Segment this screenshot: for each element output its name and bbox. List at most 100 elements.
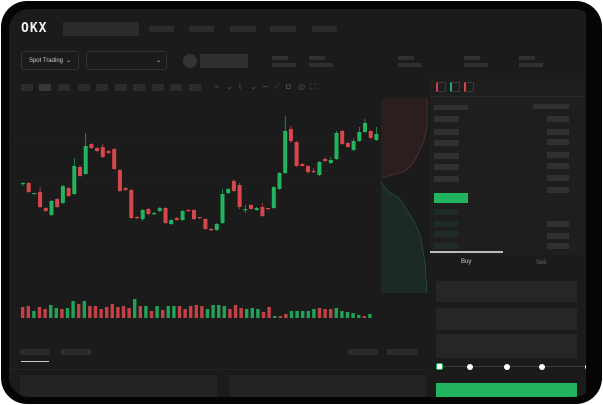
nav-item[interactable] <box>189 26 214 32</box>
timeframe-button[interactable] <box>133 84 145 91</box>
tab-order-history[interactable] <box>61 349 91 355</box>
timeframe-button[interactable] <box>78 84 90 91</box>
candle-body <box>334 133 339 159</box>
slider-track[interactable] <box>440 366 588 367</box>
slider-handle[interactable] <box>436 363 443 370</box>
candle-body <box>129 190 134 218</box>
candle-body <box>32 193 37 195</box>
volume-bar <box>21 307 25 318</box>
candle-body <box>311 171 316 173</box>
camera-icon[interactable]: ◘ <box>286 82 291 91</box>
volume-bar <box>155 306 159 318</box>
ask-amount <box>547 175 569 181</box>
bid-amount <box>547 233 569 239</box>
fullscreen-icon[interactable]: ⛶ <box>310 82 316 91</box>
volume-bar <box>133 299 137 318</box>
candle-body <box>231 181 236 191</box>
candle-body <box>220 194 225 223</box>
candle-body <box>260 207 265 216</box>
candle-body <box>203 219 208 229</box>
orderbook-both-icon[interactable] <box>436 82 446 92</box>
volume-bar <box>368 314 372 318</box>
chevron-down-icon[interactable]: ⌄ <box>226 82 233 91</box>
bid-price <box>434 209 458 215</box>
candle-body <box>83 146 88 174</box>
volume-bar <box>144 306 148 318</box>
candle-body <box>266 208 271 210</box>
nav-item[interactable] <box>230 26 256 32</box>
candlestick-chart[interactable] <box>9 95 429 335</box>
filter-button[interactable] <box>387 349 417 355</box>
search-bar[interactable] <box>63 22 139 36</box>
slider-stop-50[interactable] <box>504 364 510 370</box>
orderbook-bids-icon[interactable] <box>450 82 460 92</box>
active-tab-underline <box>21 361 49 362</box>
orderbook-asks-icon[interactable] <box>464 82 474 92</box>
timeframe-button[interactable] <box>21 84 33 91</box>
tab-buy[interactable]: Buy <box>461 259 472 265</box>
timeframe-button[interactable] <box>115 84 127 91</box>
candle-body <box>226 189 231 193</box>
volume-bar <box>362 316 366 318</box>
timeframe-button[interactable] <box>39 84 51 91</box>
ruler-icon[interactable]: ⟋ <box>274 82 280 91</box>
candle-body <box>72 166 77 194</box>
spot-trading-dropdown[interactable]: Spot Trading ⌄ <box>21 51 79 70</box>
candle-body <box>351 141 356 150</box>
volume-bar <box>127 308 131 318</box>
nav-item[interactable] <box>270 26 296 32</box>
nav-item[interactable] <box>312 26 337 32</box>
total-input[interactable] <box>436 334 577 358</box>
filter-button[interactable] <box>348 349 378 355</box>
ask-amount <box>547 139 569 145</box>
chevron-down-icon[interactable]: ⌄ <box>250 82 257 91</box>
ask-price <box>434 153 459 159</box>
volume-bar <box>334 308 338 318</box>
candle-body <box>38 192 43 207</box>
settings-icon[interactable]: ◎ <box>298 82 305 91</box>
timeframe-button[interactable] <box>189 84 201 91</box>
pair-selector[interactable]: ⌄ <box>86 51 167 70</box>
tab-open-orders[interactable] <box>20 349 49 355</box>
bid-depth-area <box>381 182 427 293</box>
volume-bar <box>172 306 176 318</box>
volume-bar <box>177 306 182 318</box>
candle-body <box>306 166 310 172</box>
timeframe-button[interactable] <box>152 84 164 91</box>
timeframe-button[interactable] <box>170 84 182 91</box>
ask-amount <box>547 152 569 158</box>
candle-body <box>66 188 71 196</box>
indicator-icon[interactable]: ⌇ <box>238 82 242 91</box>
stat-value <box>272 63 296 67</box>
amount-input[interactable] <box>436 308 577 330</box>
buy-button[interactable] <box>436 383 577 397</box>
candle-type-icon[interactable]: ⌁ <box>214 82 219 91</box>
timeframe-button[interactable] <box>58 84 70 91</box>
nav-item[interactable] <box>149 26 174 32</box>
timeframe-button[interactable] <box>96 84 108 91</box>
volume-bar <box>161 310 165 318</box>
volume-bar <box>149 311 154 318</box>
bid-price <box>434 221 458 227</box>
slider-stop-75[interactable] <box>539 364 545 370</box>
price-input[interactable] <box>436 281 577 302</box>
tab-sell[interactable]: Sell <box>536 260 547 266</box>
volume-bar <box>54 308 58 318</box>
volume-bar <box>183 309 187 318</box>
candle-body <box>340 131 345 144</box>
chevron-down-icon: ⌄ <box>66 58 72 64</box>
slider-stop-25[interactable] <box>467 364 473 370</box>
bid-price <box>434 243 458 249</box>
candle-body <box>60 186 65 203</box>
volume-bar <box>261 312 266 318</box>
volume-bar <box>166 306 170 318</box>
line-tool-icon[interactable]: ∼ <box>262 82 269 91</box>
ask-price <box>434 164 459 170</box>
candle-body <box>277 173 282 189</box>
volume-bar <box>105 307 109 318</box>
stat-value <box>464 63 488 67</box>
candle-body <box>363 123 367 132</box>
divider <box>430 96 585 97</box>
candle-body <box>317 162 322 175</box>
